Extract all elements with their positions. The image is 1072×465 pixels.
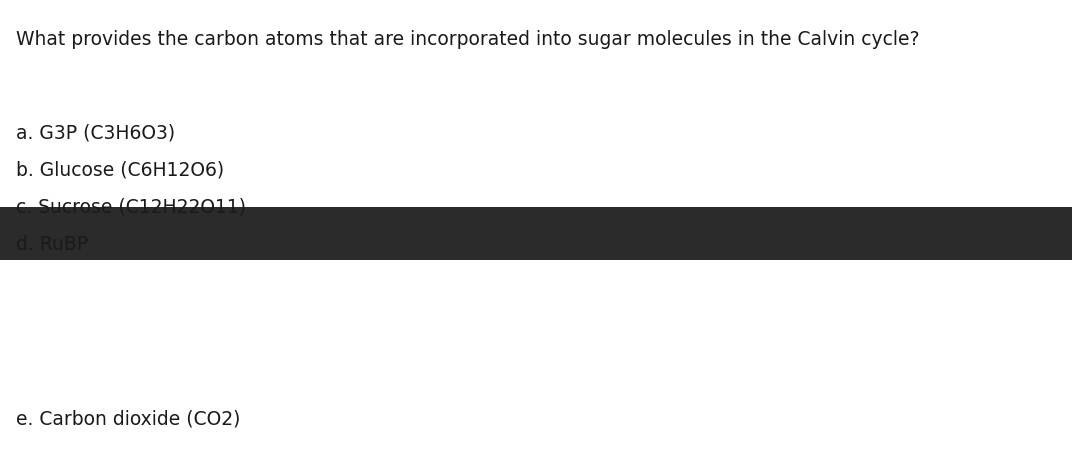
Text: What provides the carbon atoms that are incorporated into sugar molecules in the: What provides the carbon atoms that are … — [16, 30, 920, 49]
Text: a. G3P (C3H6O3): a. G3P (C3H6O3) — [16, 123, 175, 142]
Text: b. Glucose (C6H12O6): b. Glucose (C6H12O6) — [16, 160, 224, 179]
Text: c. Sucrose (C12H22O11): c. Sucrose (C12H22O11) — [16, 198, 247, 217]
Text: e. Carbon dioxide (CO2): e. Carbon dioxide (CO2) — [16, 409, 240, 428]
Text: d. RuBP: d. RuBP — [16, 235, 88, 254]
